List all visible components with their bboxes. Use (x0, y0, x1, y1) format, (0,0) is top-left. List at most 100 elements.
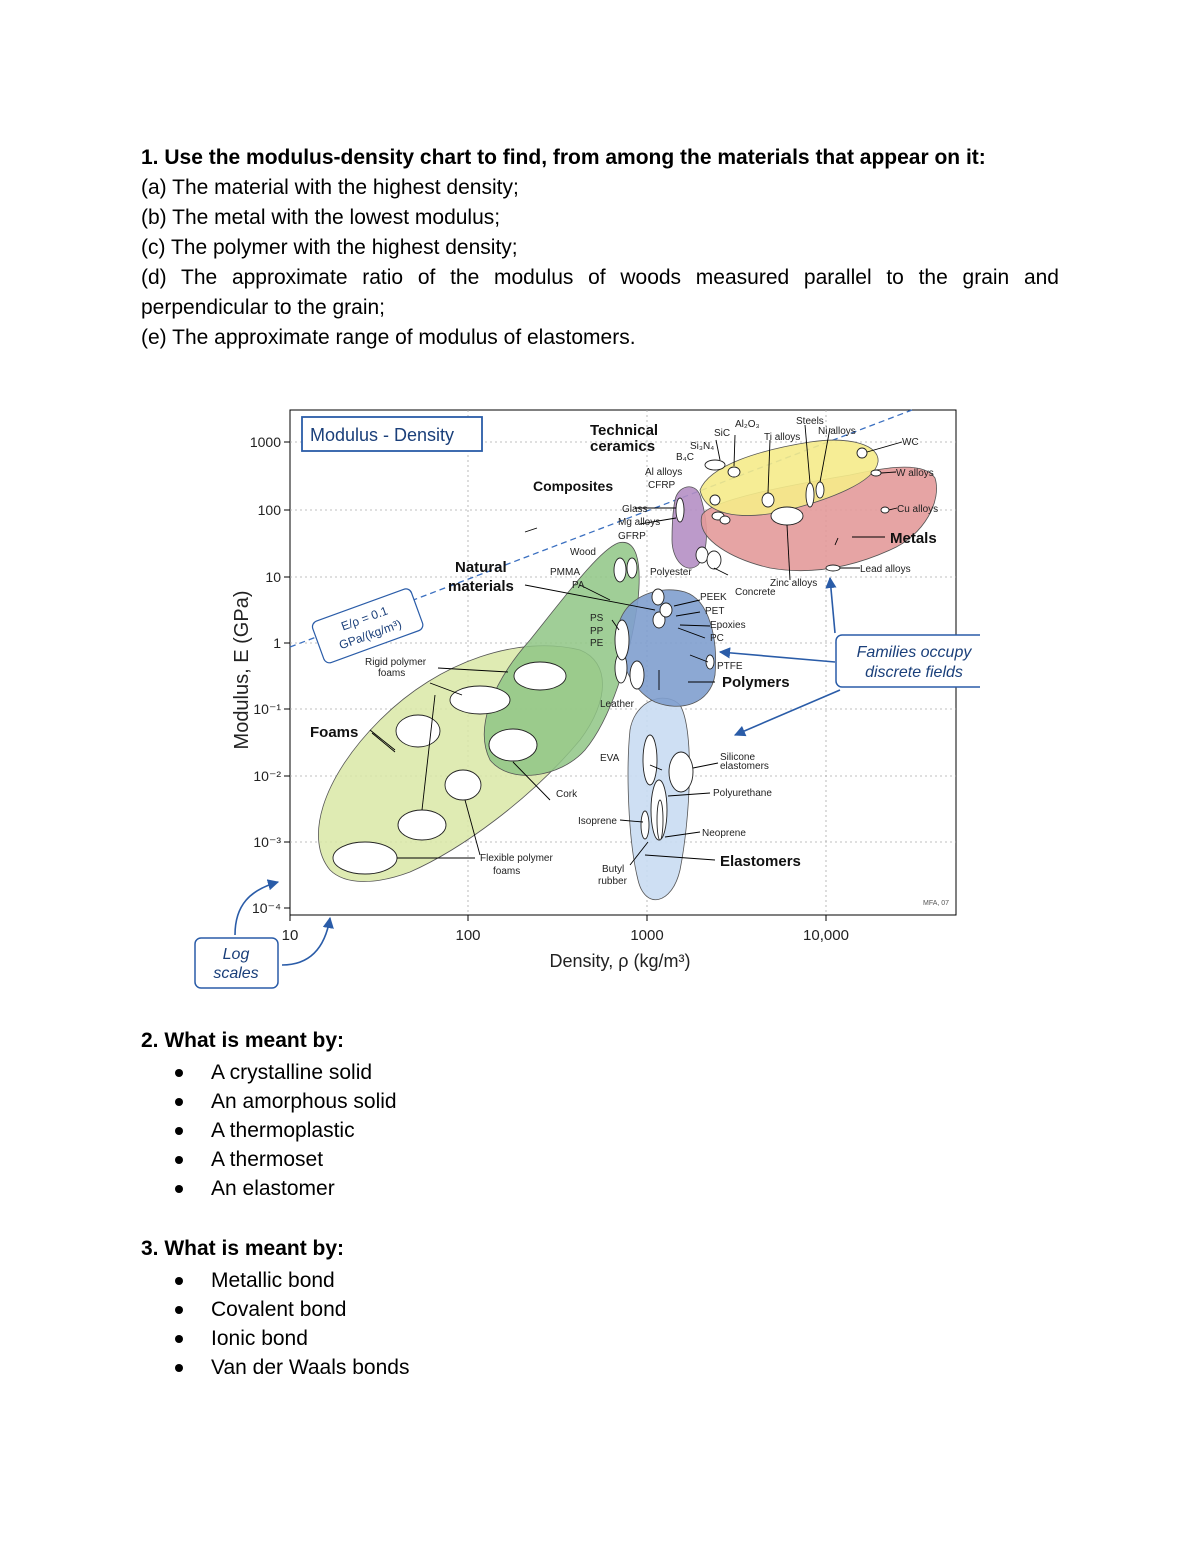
callout-arrow (733, 689, 841, 737)
y-tick-label: 10⁻³ (253, 834, 281, 850)
material-label: Glass (622, 504, 648, 515)
modulus-density-chart: 1000 100 10 1 10⁻¹ 10⁻² 10⁻³ 10⁻⁴ 10 100… (194, 409, 980, 989)
family-label-technical-ceramics-1: Technical (590, 422, 658, 439)
question-1-item-e: (e) The approximate range of modulus of … (141, 326, 636, 349)
log-arrow-y (234, 879, 280, 936)
material-label: Cork (556, 789, 578, 800)
family-labels: Technical ceramics Composites Metals Nat… (310, 422, 937, 870)
material-label: rubber (598, 876, 628, 887)
material-label: foams (493, 866, 520, 877)
material-label: Neoprene (702, 828, 746, 839)
families-callout-line1: Families occupy (857, 644, 973, 661)
material-label: Epoxies (710, 620, 746, 631)
material-label: Butyl (602, 864, 624, 875)
material-label: PEEK (700, 592, 727, 603)
list-item: A thermoplastic (141, 1116, 1059, 1145)
material-label: GFRP (618, 531, 646, 542)
x-tick-label: 1000 (630, 927, 663, 944)
material-label: PE (590, 638, 604, 649)
list-item: A crystalline solid (141, 1058, 1059, 1087)
material-labels: Al₂O₃ SiC Si₃N₄ B₄C Steels Ti alloys Ni … (365, 416, 938, 887)
chart-credit: MFA, 07 (923, 900, 949, 907)
material-label: elastomers (720, 761, 769, 772)
material-label: Concrete (735, 587, 776, 598)
material-label: Leather (600, 699, 635, 710)
list-item: Van der Waals bonds (141, 1353, 1059, 1382)
bullet-icon (175, 1069, 183, 1077)
callout-arrow (825, 576, 837, 634)
bullet-icon (175, 1277, 183, 1285)
leader-lines (369, 424, 903, 866)
list-item: Metallic bond (141, 1266, 1059, 1295)
material-label: Ti alloys (764, 432, 800, 443)
material-label: PC (710, 633, 724, 644)
question-1-item-b: (b) The metal with the lowest modulus; (141, 206, 501, 229)
y-tick-label: 1000 (250, 434, 281, 450)
question-3-heading: 3. What is meant by: (141, 1237, 345, 1260)
family-label-elastomers: Elastomers (720, 853, 801, 870)
material-label: Ni alloys (818, 426, 856, 437)
technical-ceramics-envelope (699, 439, 879, 516)
x-axis-label: Density, ρ (kg/m³) (550, 951, 691, 971)
question-2-heading: 2. What is meant by: (141, 1029, 345, 1052)
log-scales-line1: Log (223, 946, 250, 963)
question-1-item-a: (a) The material with the highest densit… (141, 176, 519, 199)
question-1-item-c: (c) The polymer with the highest density… (141, 236, 518, 259)
family-label-foams: Foams (310, 724, 358, 741)
chart-title: Modulus - Density (310, 425, 454, 445)
material-label: foams (378, 668, 405, 679)
bullet-icon (175, 1306, 183, 1314)
list-item: Covalent bond (141, 1295, 1059, 1324)
material-label: Rigid polymer (365, 657, 427, 668)
y-axis-label: Modulus, E (GPa) (231, 591, 253, 750)
callout-arrow (718, 647, 836, 663)
bullet-icon (175, 1127, 183, 1135)
material-label: Wood (570, 547, 596, 558)
family-label-composites: Composites (533, 478, 613, 494)
material-label: Al₂O₃ (735, 419, 760, 430)
log-scales-line2: scales (213, 965, 258, 982)
material-label: Isoprene (578, 816, 617, 827)
x-tick-label: 10,000 (803, 927, 849, 944)
material-label: Mg alloys (618, 517, 660, 528)
list-item: An elastomer (141, 1174, 1059, 1203)
question-1-heading: 1. Use the modulus-density chart to find… (141, 146, 986, 169)
material-label: PS (590, 613, 604, 624)
material-label: SiC (714, 428, 730, 439)
y-tick-label: 10⁻⁴ (252, 900, 281, 916)
bullet-icon (175, 1185, 183, 1193)
list-item: An amorphous solid (141, 1087, 1059, 1116)
material-label: PP (590, 626, 604, 637)
material-label: Flexible polymer (480, 853, 553, 864)
bullet-icon (175, 1364, 183, 1372)
material-label: Polyester (650, 567, 692, 578)
family-label-technical-ceramics-2: ceramics (590, 438, 655, 455)
question-2-list: A crystalline solid An amorphous solid A… (141, 1058, 1059, 1203)
x-tick-labels: 10 100 1000 10,000 (282, 927, 849, 944)
y-tick-label: 10⁻¹ (253, 701, 281, 717)
material-label: Silicone (720, 752, 755, 763)
tick-marks (284, 441, 827, 921)
question-1-item-d: (d) The approximate ratio of the modulus… (141, 266, 1059, 319)
material-label: Lead alloys (860, 564, 911, 575)
material-label: W alloys (896, 468, 934, 479)
families-callout-line2: discrete fields (865, 664, 963, 681)
material-label: PET (705, 606, 724, 617)
material-label: Polyurethane (713, 788, 772, 799)
material-label: B₄C (676, 452, 694, 463)
list-item: A thermoset (141, 1145, 1059, 1174)
question-2: 2. What is meant by: A crystalline solid… (141, 1026, 1059, 1203)
y-tick-label: 10 (265, 569, 281, 585)
bullet-icon (175, 1156, 183, 1164)
material-bubbles (332, 447, 890, 875)
material-label: Steels (796, 416, 824, 427)
material-label: PMMA (550, 567, 580, 578)
bullet-icon (175, 1335, 183, 1343)
family-label-metals: Metals (890, 530, 937, 547)
natural-materials-envelope (483, 541, 640, 776)
material-label: Zinc alloys (770, 578, 817, 589)
material-label: CFRP (648, 480, 676, 491)
material-label: WC (902, 437, 919, 448)
material-label: PA (572, 580, 585, 591)
y-tick-label: 1 (273, 635, 281, 651)
